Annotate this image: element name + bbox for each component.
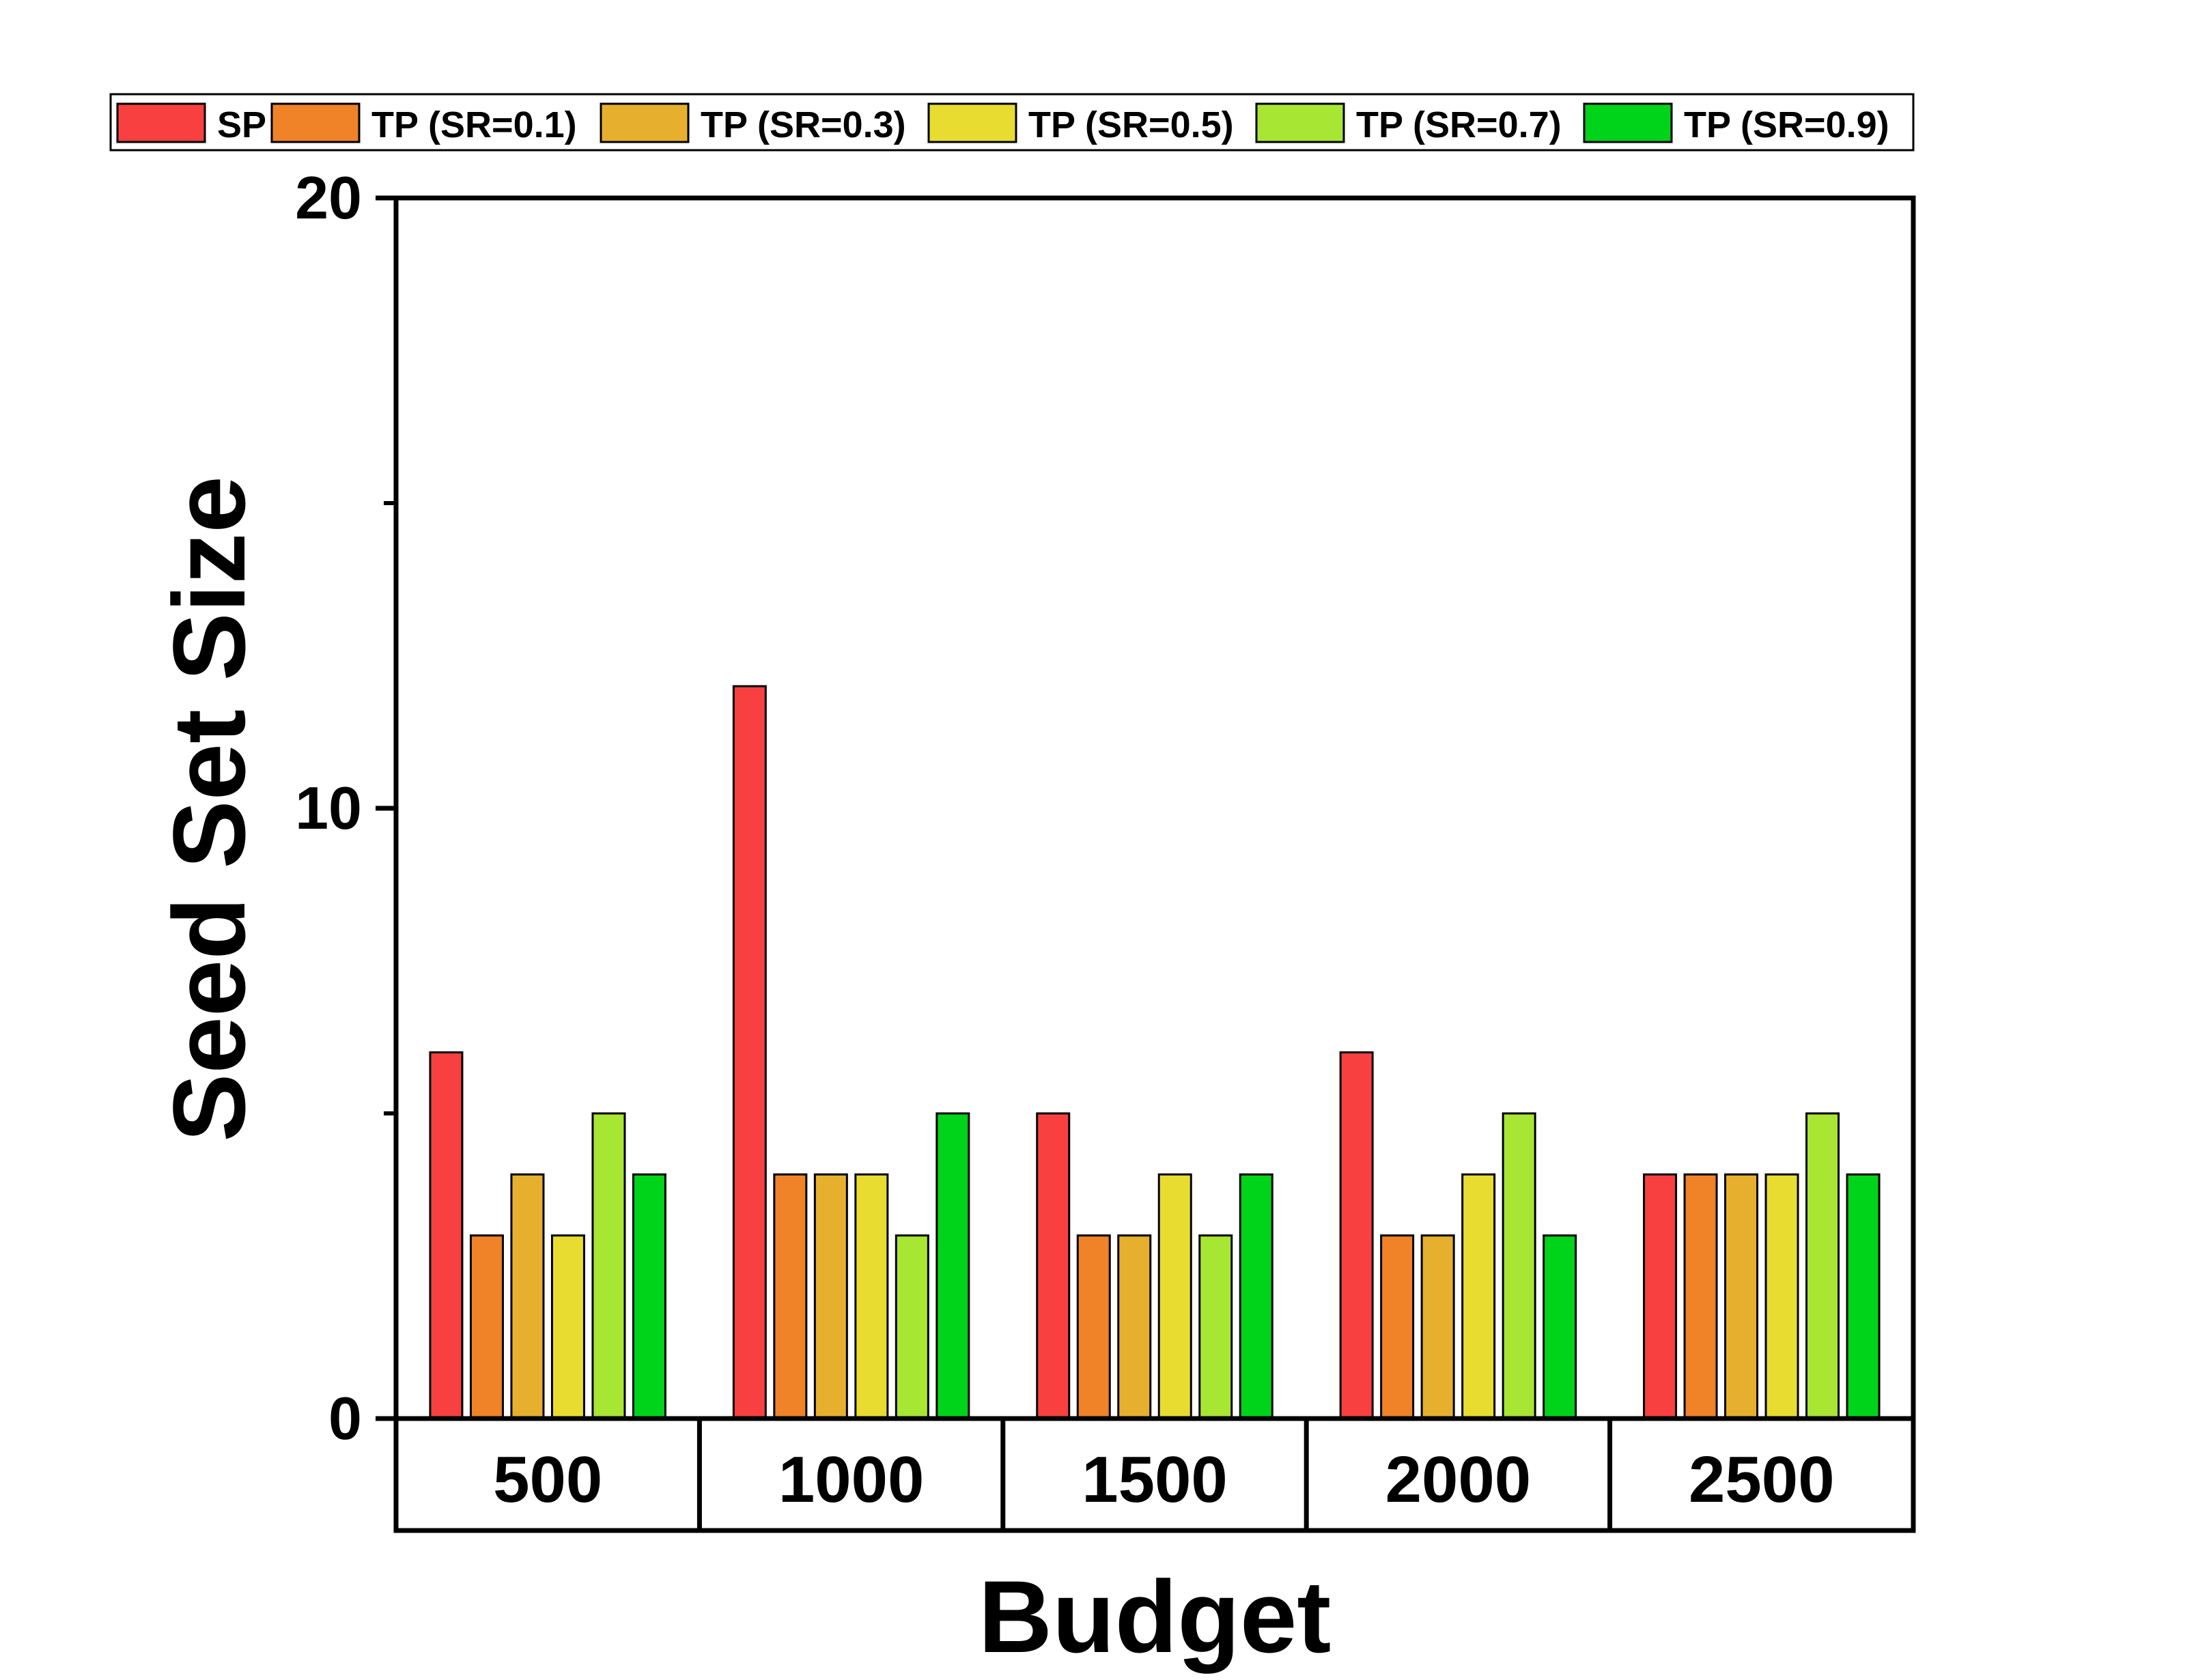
bar-1000-series-3 [813,1173,848,1420]
bar-1500-series-2 [1076,1234,1111,1420]
bar-500-series-3 [510,1173,545,1420]
legend: SP TP (SR=0.1) TP (SR=0.3) TP (SR=0.5) TP (S… [109,93,1915,152]
x-axis-label: Budget [979,1559,1332,1674]
legend-swatch-5 [1255,102,1345,143]
category-strip [393,1416,1916,1533]
legend-swatch-2 [270,102,361,143]
x-tick-label-1500: 1500 [1082,1443,1228,1516]
bar-2000-series-5 [1502,1112,1536,1420]
bar-1000-series-6 [935,1112,970,1420]
x-tick-label-500: 500 [493,1443,602,1516]
bar-2000-series-3 [1420,1234,1455,1420]
bar-1500-series-5 [1198,1234,1233,1420]
bar-500-series-1 [429,1051,464,1420]
bar-500-series-4 [550,1234,585,1420]
y-axis-label: Seed Set Size [152,476,266,1141]
bar-2500-series-1 [1643,1173,1678,1420]
legend-label-4: TP (SR=0.5) [1028,104,1234,145]
bar-1000-series-2 [773,1173,808,1420]
legend-swatch-6 [1583,102,1673,143]
x-tick-label-2500: 2500 [1689,1443,1835,1516]
y-tick-label: 0 [328,1384,362,1452]
legend-label-2: TP (SR=0.1) [371,104,577,145]
bar-2000-series-2 [1380,1234,1415,1420]
bar-500-series-5 [591,1112,626,1420]
legend-swatch-3 [600,102,690,143]
bar-2500-series-3 [1724,1173,1759,1420]
bar-2500-series-6 [1846,1173,1881,1420]
bar-2000-series-4 [1461,1173,1496,1420]
legend-label-1: SP [217,104,266,145]
bar-1000-series-5 [895,1234,929,1420]
bar-2000-series-6 [1543,1234,1577,1420]
bar-2500-series-4 [1764,1173,1799,1420]
bar-1500-series-4 [1157,1173,1192,1420]
bar-1500-series-6 [1239,1173,1273,1420]
x-tick-label-2000: 2000 [1385,1443,1532,1516]
bar-500-series-6 [632,1173,666,1420]
bar-1000-series-1 [732,685,767,1420]
legend-swatch-1 [116,102,206,143]
bar-2500-series-5 [1805,1112,1840,1420]
bars [429,685,1881,1420]
bar-2500-series-2 [1683,1173,1718,1420]
x-tick-label-1000: 1000 [778,1443,925,1516]
y-tick-label: 20 [295,164,362,231]
bar-1500-series-3 [1117,1234,1152,1420]
legend-label-3: TP (SR=0.3) [701,104,906,145]
bar-500-series-2 [469,1234,504,1420]
legend-label-6: TP (SR=0.9) [1684,104,1889,145]
y-tick-label: 10 [295,774,362,842]
bar-1000-series-4 [854,1173,889,1420]
bar-2000-series-1 [1339,1051,1374,1420]
legend-label-5: TP (SR=0.7) [1356,104,1562,145]
x-axis: 500 1000 1500 2000 2500 [493,1419,1835,1530]
y-axis: 0 10 20 [295,164,396,1452]
bar-1500-series-1 [1036,1112,1071,1420]
legend-swatch-4 [927,102,1017,143]
